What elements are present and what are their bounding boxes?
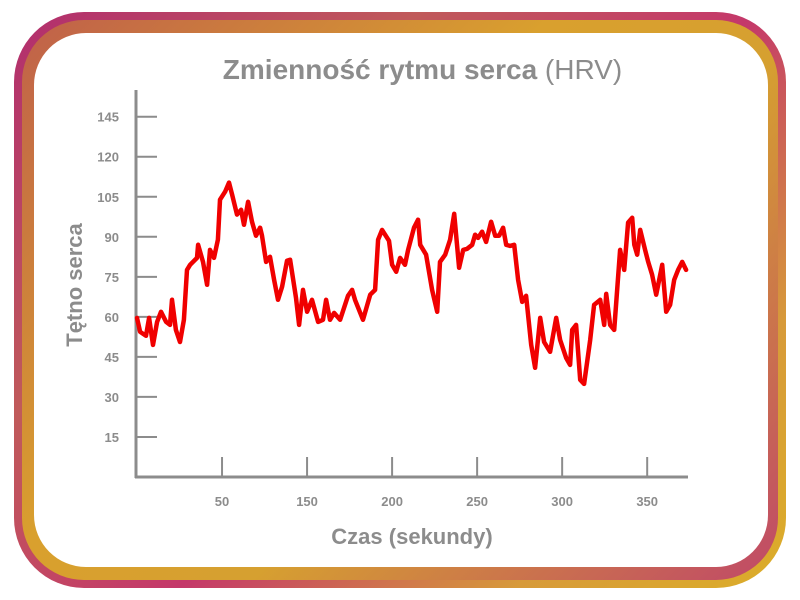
y-tick-label: 60 bbox=[105, 310, 119, 325]
x-tick-label: 50 bbox=[215, 494, 229, 509]
chart-title-main: Zmienność rytmu serca bbox=[222, 54, 538, 85]
x-tick-label: 300 bbox=[551, 494, 573, 509]
y-tick-label: 105 bbox=[97, 190, 119, 205]
y-tick-label: 15 bbox=[105, 430, 119, 445]
y-tick-label: 145 bbox=[97, 110, 119, 125]
chart-title: Zmienność rytmu serca (HRV) bbox=[0, 54, 800, 86]
x-tick-label: 150 bbox=[296, 494, 318, 509]
chart-title-suffix: (HRV) bbox=[544, 54, 623, 85]
y-tick-label: 45 bbox=[105, 350, 119, 365]
x-tick-label: 350 bbox=[636, 494, 658, 509]
y-tick-label: 75 bbox=[105, 270, 119, 285]
y-tick-label: 90 bbox=[105, 230, 119, 245]
x-tick-label: 250 bbox=[466, 494, 488, 509]
series-line bbox=[134, 180, 689, 387]
x-axis-label: Czas (sekundy) bbox=[331, 524, 493, 549]
y-tick-label: 120 bbox=[97, 150, 119, 165]
y-tick-label: 30 bbox=[105, 390, 119, 405]
x-tick-label: 200 bbox=[381, 494, 403, 509]
